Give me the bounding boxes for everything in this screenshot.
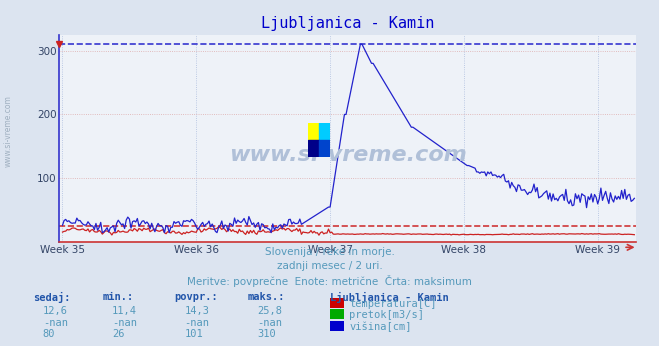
Text: 80: 80: [43, 329, 55, 339]
Text: 26: 26: [112, 329, 125, 339]
Text: Meritve: povprečne  Enote: metrične  Črta: maksimum: Meritve: povprečne Enote: metrične Črta:…: [187, 275, 472, 287]
Text: maks.:: maks.:: [247, 292, 285, 302]
Text: pretok[m3/s]: pretok[m3/s]: [349, 310, 424, 320]
Bar: [319, 123, 330, 140]
Text: -nan: -nan: [112, 318, 137, 328]
Text: min.:: min.:: [102, 292, 133, 302]
Text: temperatura[C]: temperatura[C]: [349, 299, 437, 309]
Bar: [319, 140, 330, 157]
Text: 11,4: 11,4: [112, 306, 137, 316]
Text: -nan: -nan: [43, 318, 68, 328]
Title: Ljubljanica - Kamin: Ljubljanica - Kamin: [261, 16, 434, 31]
Text: 12,6: 12,6: [43, 306, 68, 316]
Text: 25,8: 25,8: [257, 306, 282, 316]
Text: sedaj:: sedaj:: [33, 292, 71, 303]
Text: 101: 101: [185, 329, 203, 339]
Text: www.si-vreme.com: www.si-vreme.com: [229, 145, 467, 165]
Text: Ljubljanica - Kamin: Ljubljanica - Kamin: [330, 292, 448, 303]
Text: 310: 310: [257, 329, 275, 339]
Bar: [308, 123, 319, 140]
Text: povpr.:: povpr.:: [175, 292, 218, 302]
Text: zadnji mesec / 2 uri.: zadnji mesec / 2 uri.: [277, 261, 382, 271]
Text: 14,3: 14,3: [185, 306, 210, 316]
Bar: [308, 140, 319, 157]
Text: višina[cm]: višina[cm]: [349, 322, 412, 332]
Text: -nan: -nan: [185, 318, 210, 328]
Text: Slovenija / reke in morje.: Slovenija / reke in morje.: [264, 247, 395, 257]
Text: www.si-vreme.com: www.si-vreme.com: [4, 95, 13, 167]
Text: -nan: -nan: [257, 318, 282, 328]
